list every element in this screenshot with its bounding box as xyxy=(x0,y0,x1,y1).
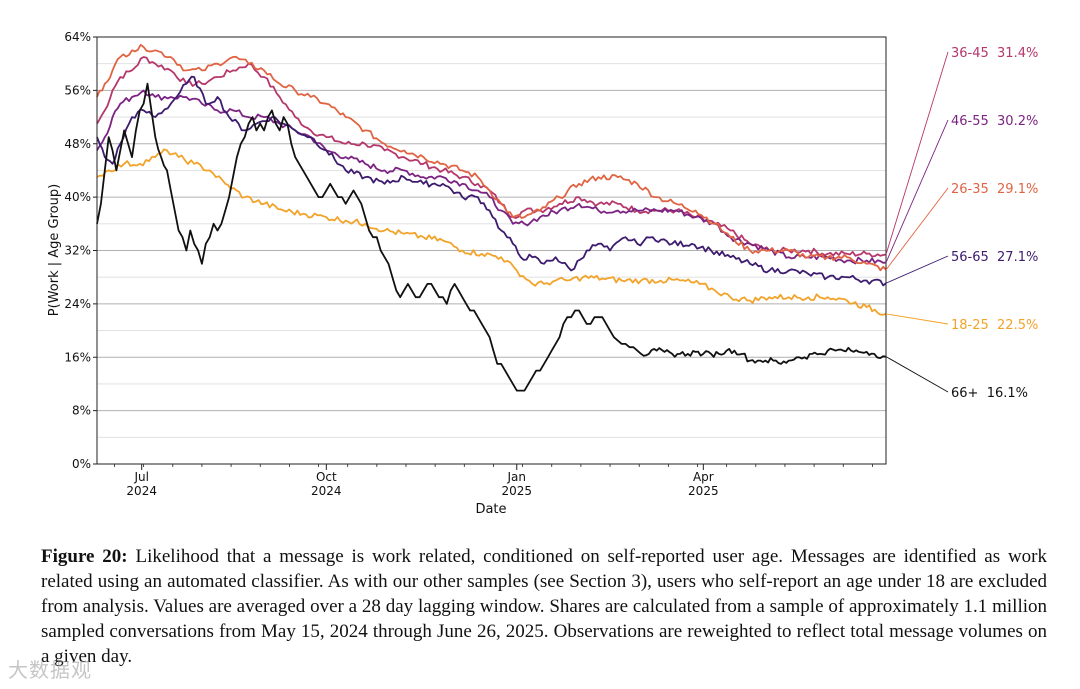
x-tick-label: Jan xyxy=(507,470,527,484)
leader-line-18-25 xyxy=(885,313,949,325)
leader-line-66+ xyxy=(885,356,949,393)
y-tick-label: 0% xyxy=(72,457,91,471)
series-line-66+ xyxy=(96,82,887,392)
figure-caption: Figure 20: Likelihood that a message is … xyxy=(41,544,1047,669)
y-tick-label: 40% xyxy=(64,190,91,204)
x-tick-label: Oct xyxy=(316,470,337,484)
x-tick-label: Apr xyxy=(693,470,714,484)
plot-frame xyxy=(96,36,887,465)
x-tick-year: 2025 xyxy=(501,484,532,498)
series-label-56-65: 56-65 27.1% xyxy=(951,250,1038,265)
y-tick-label: 16% xyxy=(64,350,91,364)
series-line-46-55 xyxy=(96,89,887,265)
y-tick-label: 48% xyxy=(64,137,91,151)
series-end-labels: 36-45 31.4% 46-55 30.2% 26-35 29.1% 56-65 2… xyxy=(885,46,1038,401)
series-label-66+: 66+ 16.1% xyxy=(951,386,1028,401)
watermark: 大数据观 xyxy=(8,658,92,682)
series-line-18-25 xyxy=(96,148,887,316)
x-tick-year: 2025 xyxy=(688,484,719,498)
y-tick-label: 32% xyxy=(64,244,91,258)
leader-line-26-35 xyxy=(885,187,949,271)
y-tick-label: 56% xyxy=(64,83,91,97)
y-axis-label: P(Work | Age Group) xyxy=(47,184,62,316)
y-tick-label: 24% xyxy=(64,297,91,311)
series-label-26-35: 26-35 29.1% xyxy=(951,182,1038,197)
leader-line-36-45 xyxy=(885,51,949,255)
y-tick-label: 8% xyxy=(72,404,91,418)
leader-line-46-55 xyxy=(885,119,949,263)
figure-caption-text: Likelihood that a message is work relate… xyxy=(41,546,1047,667)
age-group-work-share-chart: 0%8%16%24%32%40%48%56%64% Jul2024Oct2024… xyxy=(47,30,1038,517)
series-lines xyxy=(96,43,887,392)
x-tick-year: 2024 xyxy=(126,484,157,498)
series-line-26-35 xyxy=(96,43,887,272)
leader-line-56-65 xyxy=(885,255,949,284)
y-tick-label: 64% xyxy=(64,30,91,44)
x-tick-label: Jul xyxy=(133,470,148,484)
series-label-18-25: 18-25 22.5% xyxy=(951,318,1038,333)
figure-label: Figure 20: xyxy=(41,546,128,567)
x-tick-year: 2024 xyxy=(311,484,342,498)
series-label-46-55: 46-55 30.2% xyxy=(951,114,1038,129)
series-line-56-65 xyxy=(96,75,887,287)
y-axis-ticks: 0% 8% 16% 24% 32% 40% 48% 56% 64% xyxy=(64,30,97,471)
series-label-36-45: 36-45 31.4% xyxy=(951,46,1038,61)
x-axis-label: Date xyxy=(475,502,506,517)
